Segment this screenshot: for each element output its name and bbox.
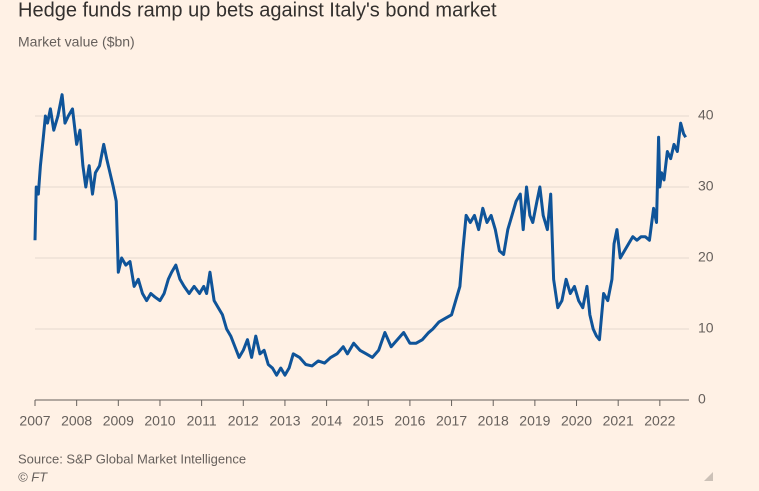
y-tick-label: 30 bbox=[698, 178, 714, 194]
x-tick-label: 2022 bbox=[644, 413, 675, 429]
x-tick-label: 2020 bbox=[561, 413, 592, 429]
y-tick-label: 10 bbox=[698, 320, 714, 336]
x-tick-label: 2018 bbox=[478, 413, 509, 429]
chart-title: Hedge funds ramp up bets against Italy's… bbox=[18, 0, 497, 21]
corner-mark bbox=[704, 472, 713, 481]
data-line bbox=[33, 93, 687, 377]
x-tick-label: 2015 bbox=[353, 413, 384, 429]
x-tick-label: 2016 bbox=[394, 413, 425, 429]
x-tick-label: 2019 bbox=[519, 413, 550, 429]
credit: © FT bbox=[18, 469, 48, 484]
x-tick-label: 2010 bbox=[144, 413, 175, 429]
source: Source: S&P Global Market Intelligence bbox=[18, 451, 246, 466]
y-tick-label: 0 bbox=[698, 391, 706, 407]
x-tick-label: 2011 bbox=[187, 413, 217, 429]
y-tick-label: 40 bbox=[698, 107, 714, 123]
x-tick-label: 2013 bbox=[269, 413, 300, 429]
x-tick-label: 2012 bbox=[228, 413, 259, 429]
x-tick-label: 2007 bbox=[19, 413, 50, 429]
x-tick-label: 2021 bbox=[603, 413, 634, 429]
x-tick-label: 2017 bbox=[436, 413, 467, 429]
x-tick-label: 2014 bbox=[311, 413, 342, 429]
x-tick-label: 2009 bbox=[103, 413, 134, 429]
x-tick-label: 2008 bbox=[61, 413, 92, 429]
chart-subtitle: Market value ($bn) bbox=[18, 34, 135, 50]
y-tick-label: 20 bbox=[698, 249, 714, 265]
